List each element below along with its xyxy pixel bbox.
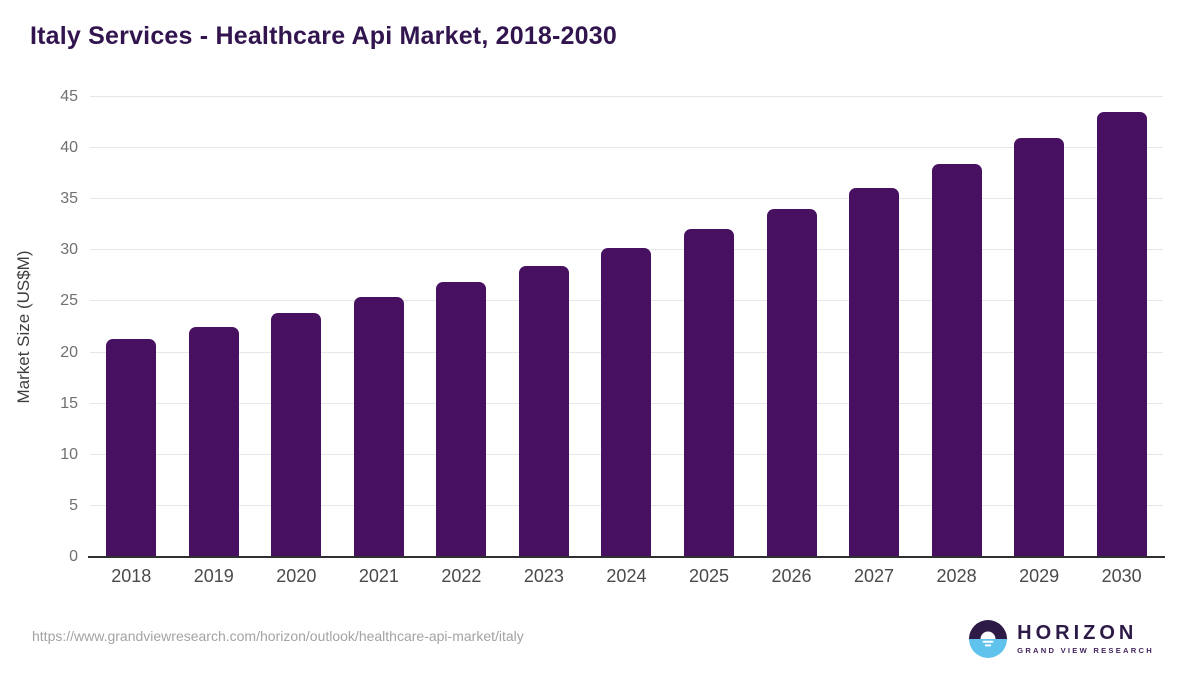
x-axis-tick-labels: 2018 2019 2020 2021 2022 2023 2024 2025 2026 2027… [90, 566, 1163, 587]
bar-slot [1080, 97, 1163, 557]
x-axis-line [88, 556, 1165, 558]
x-tick-label: 2022 [441, 566, 482, 586]
gridline [90, 198, 1163, 200]
bar-2023 [518, 265, 569, 557]
bar-slot [420, 97, 503, 557]
y-tick-label: 15 [60, 394, 78, 412]
bar-2020 [271, 312, 322, 557]
bar-slot [915, 97, 998, 557]
logo-text: HORIZON GRAND VIEW RESEARCH [1017, 623, 1154, 655]
y-tick-label: 45 [60, 88, 78, 105]
x-tick-label: 2018 [111, 566, 152, 586]
chart-title: Italy Services - Healthcare Api Market, … [30, 22, 617, 50]
bar-2024 [601, 248, 652, 557]
y-tick-label: 10 [60, 445, 78, 463]
bar-2028 [931, 164, 982, 557]
y-tick-label: 0 [69, 548, 78, 565]
logo-subtitle: GRAND VIEW RESEARCH [1017, 646, 1154, 656]
bar-2018 [106, 339, 157, 557]
bar-slot [338, 97, 421, 557]
plot-area [90, 96, 1163, 557]
horizon-sun-icon [969, 620, 1008, 658]
y-tick-label: 5 [69, 496, 78, 514]
bar-slot [750, 97, 833, 557]
x-tick-label: 2025 [688, 566, 729, 586]
x-tick-label: 2028 [936, 566, 977, 586]
bar-2022 [436, 282, 487, 557]
bar-slot [173, 97, 256, 557]
bar-slot [668, 97, 751, 557]
bar-slot [255, 97, 338, 557]
x-tick-label: 2019 [193, 566, 234, 586]
bar-slot [90, 97, 173, 557]
y-tick-label: 25 [60, 292, 78, 310]
y-tick-label: 35 [60, 190, 78, 208]
bar-2029 [1014, 137, 1065, 557]
x-tick-label: 2027 [854, 566, 895, 586]
brand-logo: HORIZON GRAND VIEW RESEARCH [968, 619, 1154, 659]
bar-2030 [1096, 112, 1147, 557]
x-tick-label: 2023 [523, 566, 564, 586]
gridline [90, 96, 1163, 97]
x-tick-label: 2029 [1019, 566, 1060, 586]
gridline [90, 147, 1163, 149]
x-tick-label: 2021 [358, 566, 399, 586]
bars-row [90, 97, 1163, 557]
bar-2027 [849, 187, 900, 557]
x-tick-label: 2020 [276, 566, 317, 586]
bar-slot [833, 97, 916, 557]
y-tick-label: 30 [60, 241, 78, 259]
source-url: https://www.grandviewresearch.com/horizo… [32, 628, 524, 644]
y-axis-tick-labels: 0 5 10 15 20 25 30 35 40 45 [0, 88, 78, 565]
bar-2021 [353, 297, 404, 557]
bar-2026 [766, 209, 817, 557]
bar-2025 [683, 228, 734, 557]
y-tick-label: 40 [60, 139, 78, 157]
bar-slot [998, 97, 1081, 557]
bar-2019 [188, 327, 239, 557]
y-tick-label: 20 [60, 343, 78, 361]
x-tick-label: 2024 [606, 566, 647, 586]
x-tick-label: 2030 [1101, 566, 1142, 586]
bar-slot [503, 97, 586, 557]
bar-slot [585, 97, 668, 557]
x-tick-label: 2026 [771, 566, 812, 586]
logo-brand: HORIZON [1017, 622, 1138, 645]
